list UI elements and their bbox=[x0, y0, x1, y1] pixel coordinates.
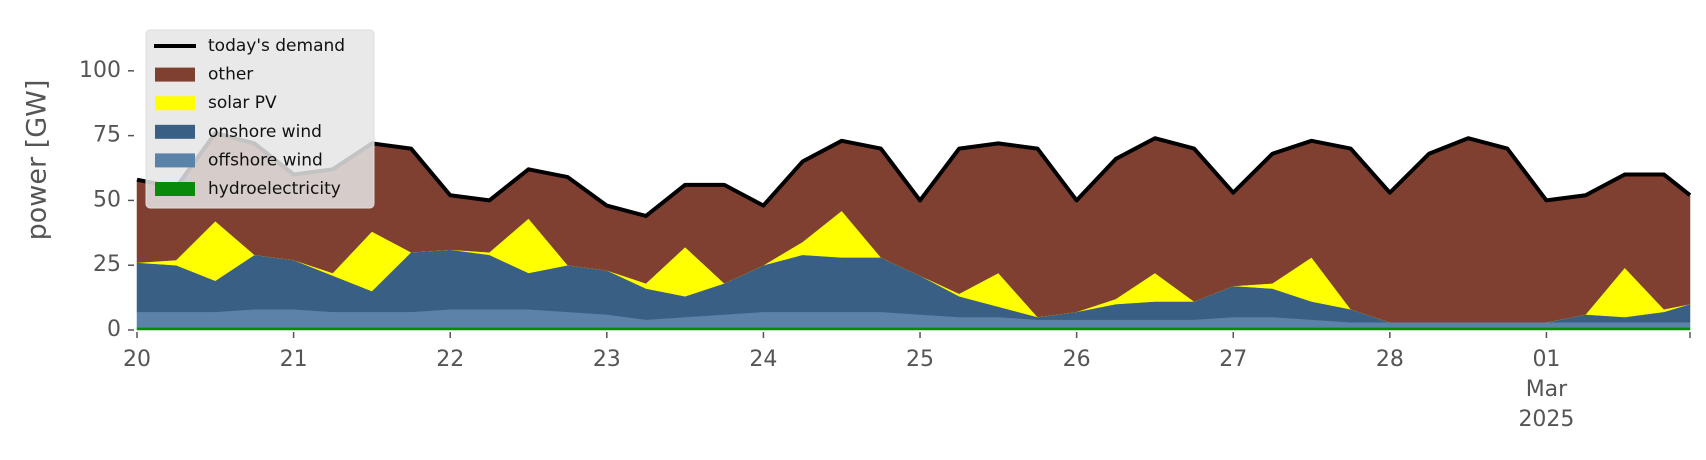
x-tick-label: 2025 bbox=[1518, 407, 1574, 432]
x-tick-label: 22 bbox=[436, 347, 464, 372]
y-tick-label: 75 bbox=[93, 123, 121, 148]
y-axis-label: power [GW] bbox=[22, 80, 53, 241]
x-tick-label: 26 bbox=[1063, 347, 1091, 372]
legend-swatch bbox=[155, 67, 195, 82]
legend-label: hydroelectricity bbox=[208, 179, 341, 199]
y-tick-label: 50 bbox=[93, 187, 121, 212]
legend-swatch bbox=[155, 124, 195, 139]
legend-swatch bbox=[155, 96, 195, 111]
y-tick-label: 25 bbox=[93, 252, 121, 277]
x-tick-label: 23 bbox=[593, 347, 621, 372]
y-tick-label: 100 bbox=[79, 58, 121, 83]
x-tick-label: 27 bbox=[1219, 347, 1247, 372]
legend-box bbox=[145, 29, 375, 209]
x-tick-label: 24 bbox=[749, 347, 777, 372]
area bbox=[136, 327, 1691, 331]
x-tick-label: Mar bbox=[1526, 377, 1568, 402]
x-tick-label: 28 bbox=[1376, 347, 1404, 372]
x-tick-label: 01 bbox=[1532, 347, 1560, 372]
legend-label: solar PV bbox=[208, 93, 277, 113]
legend-label: other bbox=[208, 65, 253, 85]
y-tick-label: 0 bbox=[107, 317, 121, 342]
x-tick-label: 20 bbox=[123, 347, 151, 372]
x-tick-label: 25 bbox=[906, 347, 934, 372]
legend-label: onshore wind bbox=[208, 122, 322, 142]
legend-swatch bbox=[155, 182, 195, 196]
legend: today's demand other solar PV onshore wind o… bbox=[145, 29, 375, 209]
legend-label: offshore wind bbox=[208, 150, 323, 170]
x-tick-label: 21 bbox=[280, 347, 308, 372]
legend-label: today's demand bbox=[208, 36, 345, 56]
legend-swatch bbox=[155, 153, 195, 168]
demand-line bbox=[136, 131, 1692, 218]
